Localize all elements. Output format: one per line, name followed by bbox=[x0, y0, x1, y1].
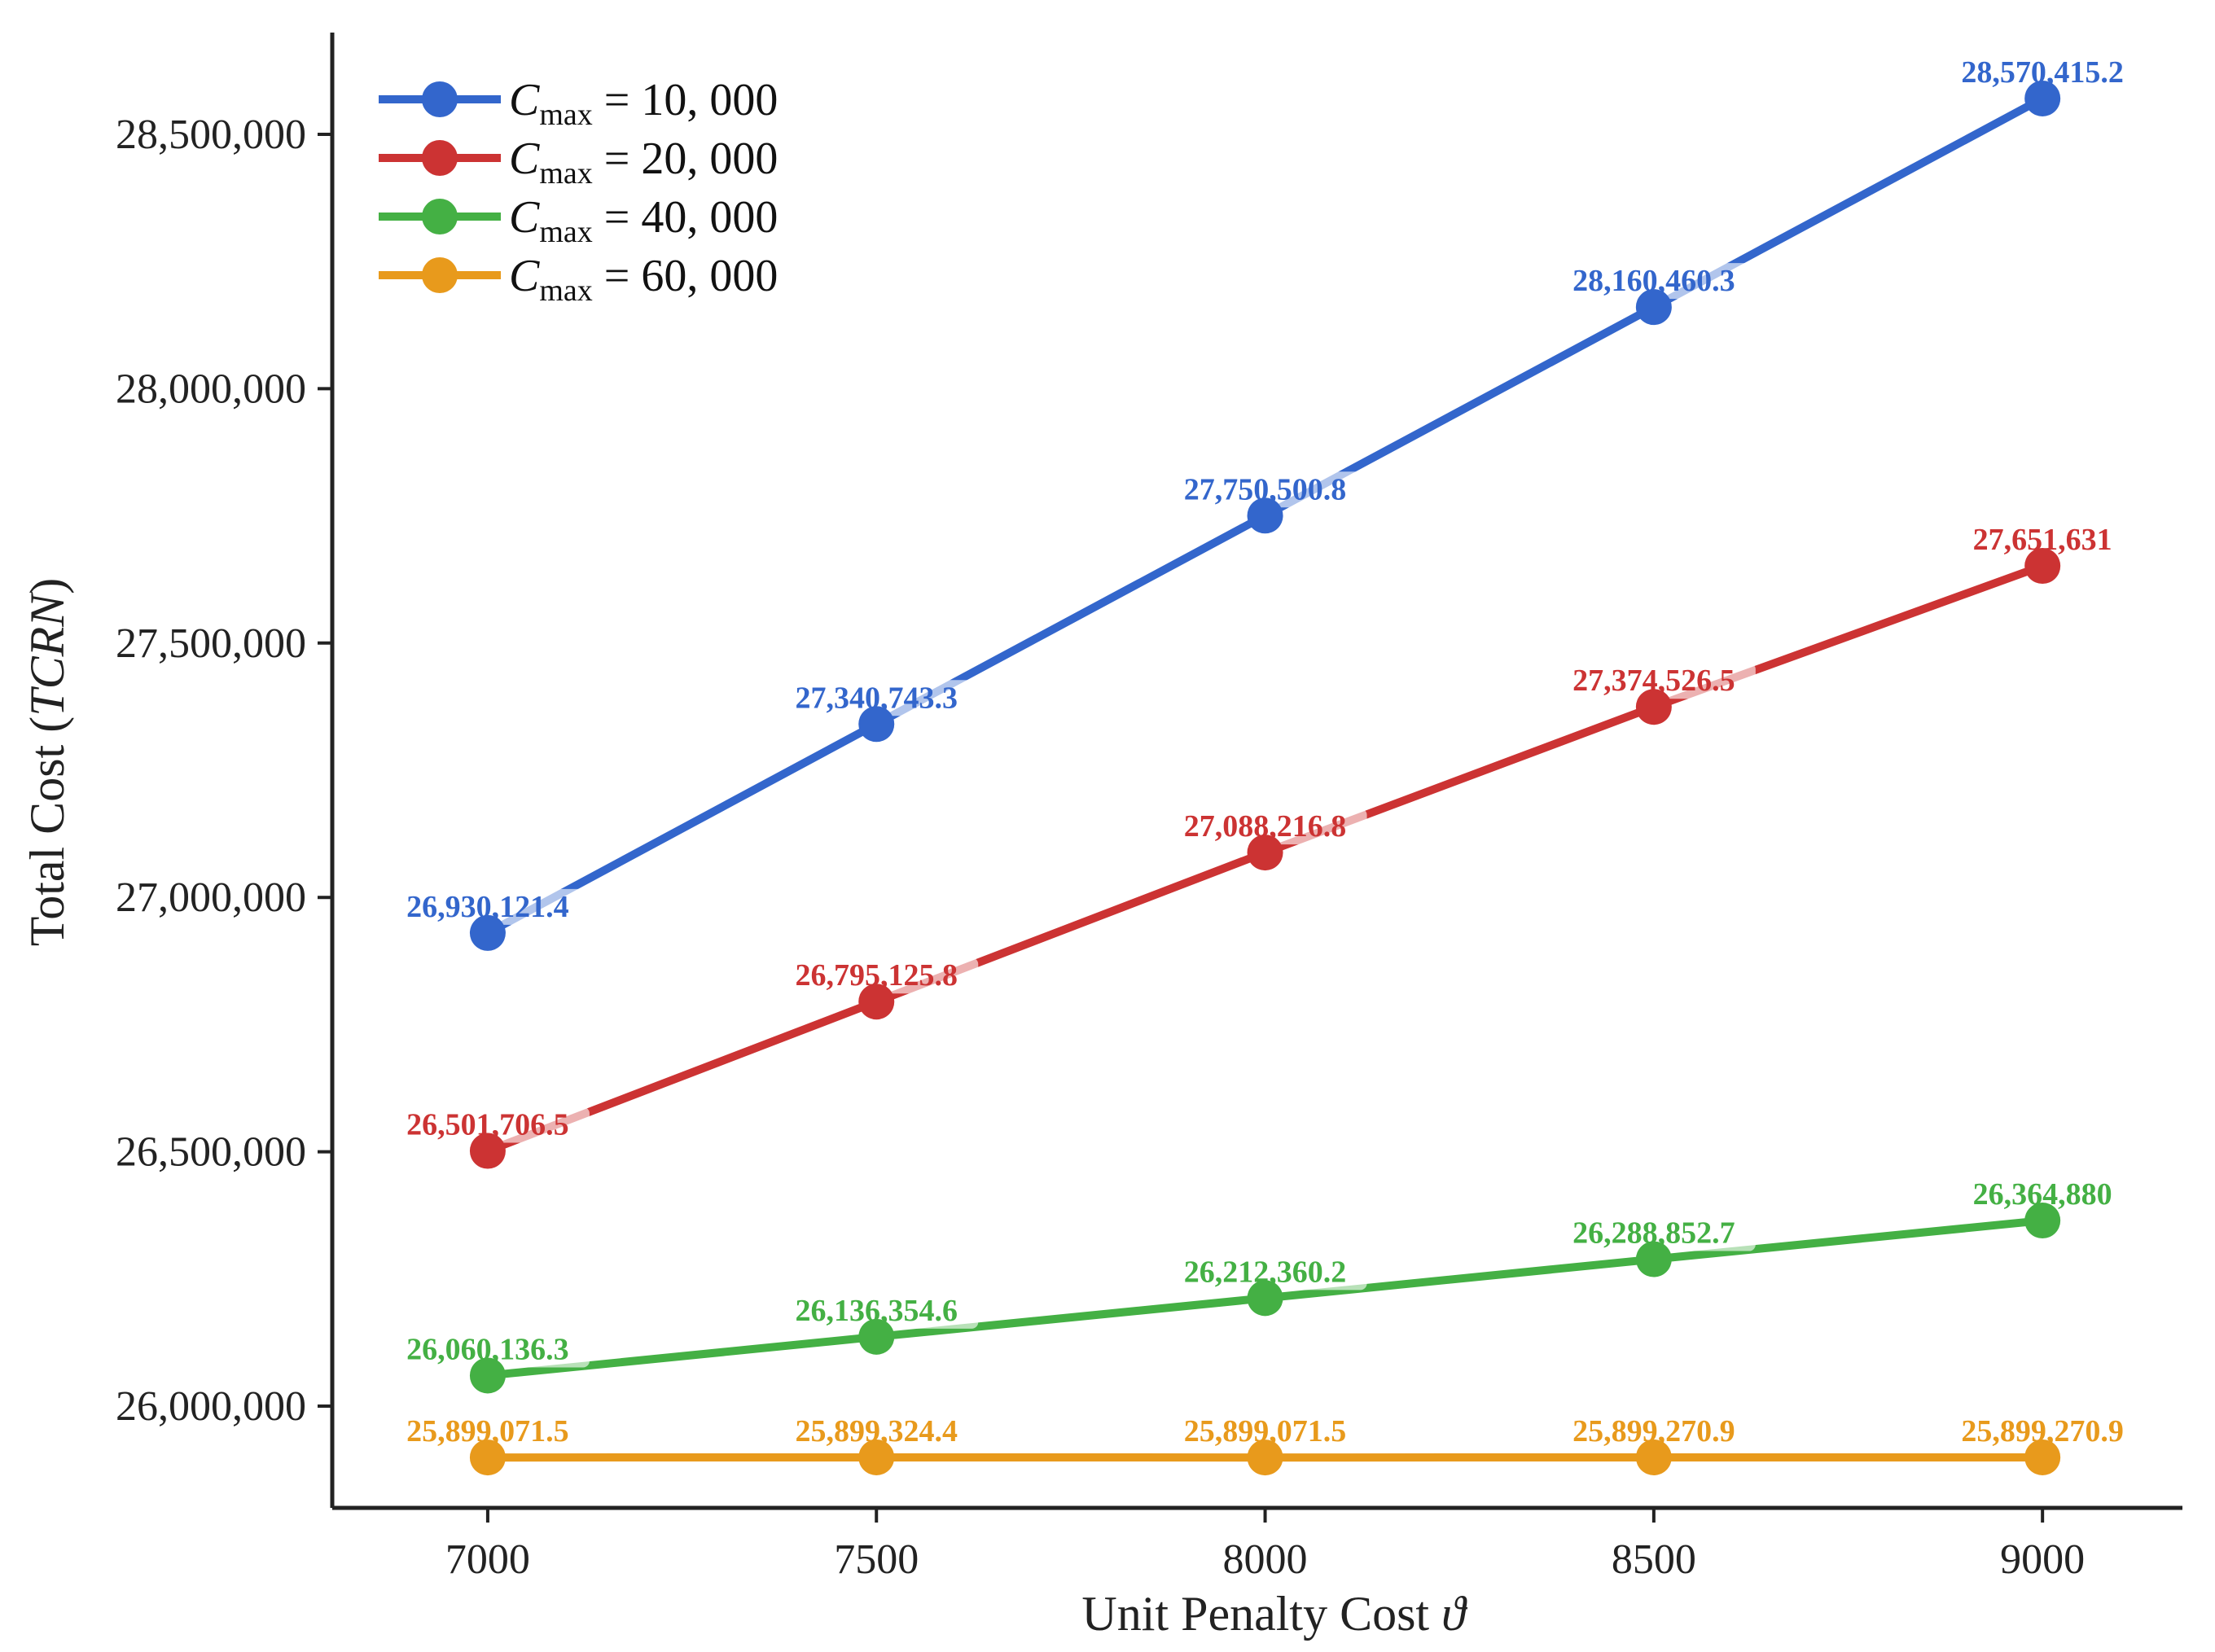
data-point bbox=[1248, 497, 1283, 533]
legend-marker bbox=[422, 140, 458, 176]
data-point bbox=[858, 1439, 894, 1475]
x-tick-label: 7500 bbox=[834, 1536, 919, 1583]
data-point bbox=[858, 1319, 894, 1355]
data-point bbox=[2024, 548, 2060, 584]
x-tick-label: 8500 bbox=[1612, 1536, 1696, 1583]
legend-entry: Cmax = 20, 000 bbox=[509, 134, 778, 191]
x-tick-label: 7000 bbox=[445, 1536, 530, 1583]
data-point bbox=[1636, 689, 1672, 725]
legend-entry: Cmax = 60, 000 bbox=[509, 251, 778, 308]
y-tick-label: 27,500,000 bbox=[116, 620, 306, 667]
y-tick-label: 26,000,000 bbox=[116, 1383, 306, 1430]
data-point bbox=[470, 1357, 506, 1393]
data-point bbox=[1636, 289, 1672, 325]
legend-marker bbox=[422, 81, 458, 117]
data-point bbox=[2024, 81, 2060, 116]
legend-marker bbox=[422, 257, 458, 293]
data-point bbox=[2024, 1439, 2060, 1475]
data-point bbox=[470, 915, 506, 951]
axis-titles: Unit Penalty Cost ϑ Total Cost (TCRN) bbox=[20, 578, 1468, 1641]
data-point bbox=[1248, 1280, 1283, 1316]
y-tick-label: 26,500,000 bbox=[116, 1129, 306, 1176]
data-point bbox=[1636, 1242, 1672, 1277]
x-axis-title: Unit Penalty Cost ϑ bbox=[1081, 1587, 1468, 1641]
series-lines bbox=[488, 99, 2042, 1457]
y-tick-label: 27,000,000 bbox=[116, 874, 306, 921]
data-point bbox=[470, 1133, 506, 1169]
data-point bbox=[1248, 1439, 1283, 1475]
legend-entry: Cmax = 40, 000 bbox=[509, 192, 778, 249]
data-point bbox=[2024, 1203, 2060, 1238]
data-point bbox=[1636, 1439, 1672, 1475]
y-tick-label: 28,500,000 bbox=[116, 112, 306, 158]
y-tick-label: 28,000,000 bbox=[116, 366, 306, 412]
x-tick-label: 8000 bbox=[1223, 1536, 1308, 1583]
x-tick-label: 9000 bbox=[2000, 1536, 2085, 1583]
data-point bbox=[470, 1439, 506, 1475]
data-point bbox=[858, 984, 894, 1019]
legend-entry: Cmax = 10, 000 bbox=[509, 75, 778, 132]
y-axis-title: Total Cost (TCRN) bbox=[20, 578, 74, 947]
data-point bbox=[1248, 835, 1283, 870]
legend-marker bbox=[422, 199, 458, 234]
data-point bbox=[858, 706, 894, 742]
